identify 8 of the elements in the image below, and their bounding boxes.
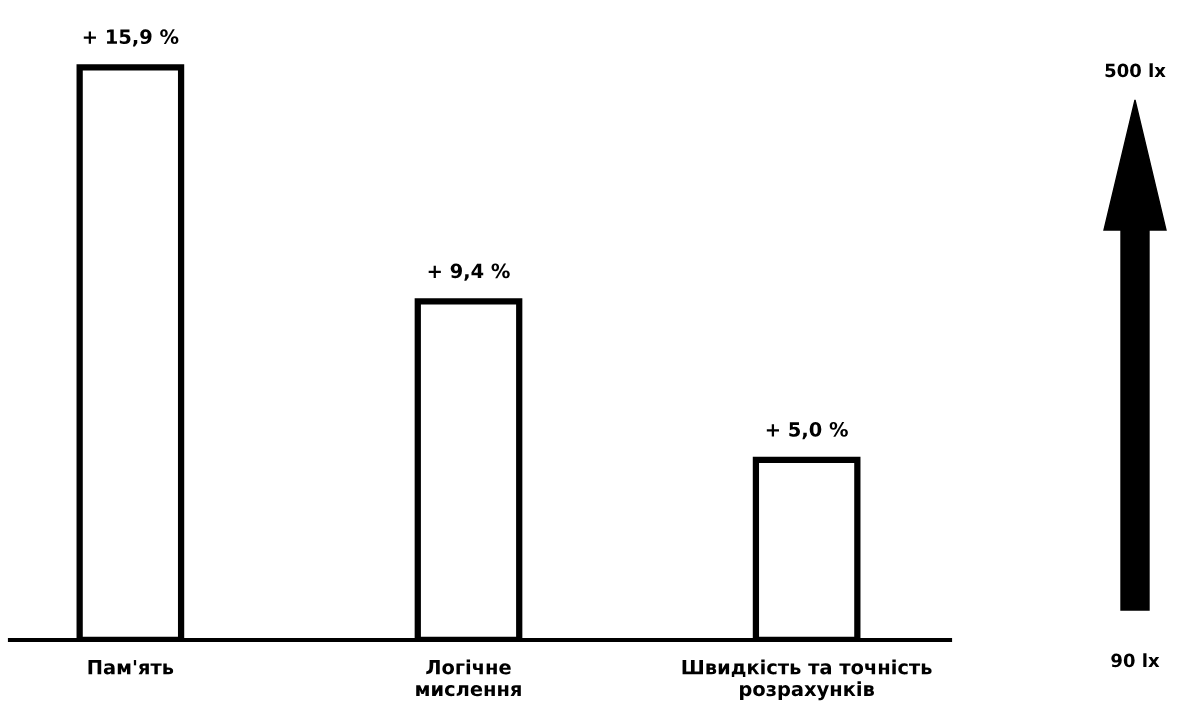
x-tick-label: Швидкість та точність розрахунків <box>682 659 932 701</box>
x-tick-label: Логічне мислення <box>416 659 521 697</box>
x-tick-label: Пам'ять <box>88 660 174 675</box>
data-label: + 9,4 % <box>428 263 510 281</box>
data-label: + 5,0 % <box>766 421 848 440</box>
text: 500 lx <box>1105 63 1166 78</box>
data-label: + 15,9 % <box>83 29 179 47</box>
text: 90 lx <box>1111 653 1160 668</box>
